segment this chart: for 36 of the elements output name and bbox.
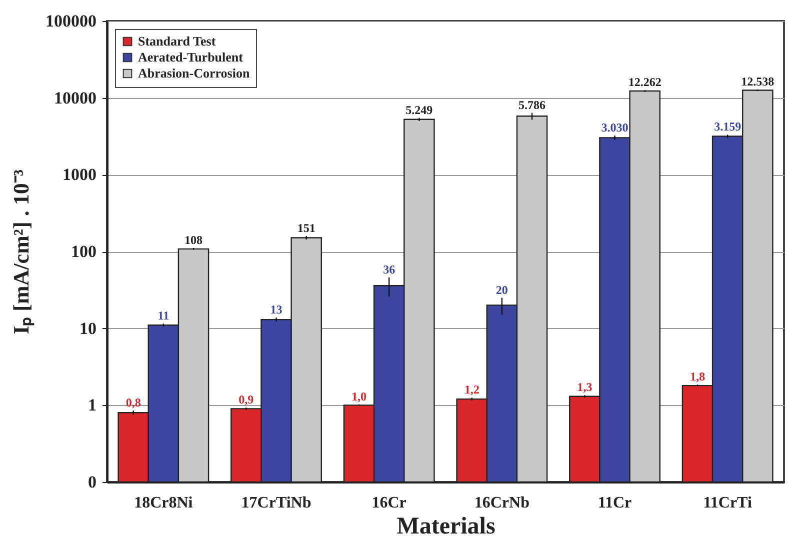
data-label: 11	[158, 308, 170, 323]
legend-label: Abrasion-Corrosion	[138, 66, 250, 80]
data-label: 3.159	[714, 120, 742, 134]
y-axis-title: Iₚ [mA/cm²] . 10⁻³	[8, 169, 34, 334]
data-label: 1,0	[351, 390, 366, 404]
y-tick-label: 10000	[54, 88, 96, 108]
data-label: 12.538	[741, 74, 774, 88]
x-tick-label: 16Cr	[372, 494, 406, 512]
x-tick-label: 16CrNb	[474, 494, 530, 512]
y-tick-label: 100	[71, 242, 96, 261]
y-tick-label: 1	[88, 396, 96, 415]
data-label: 13	[270, 302, 282, 317]
data-label: 3.030	[601, 120, 628, 135]
data-label: 1,2	[464, 382, 480, 397]
y-tick-label: 1000	[62, 165, 96, 184]
x-tick-label: 18Cr8Ni	[134, 494, 194, 512]
x-tick-label: 11Cr	[598, 494, 632, 512]
data-label: 36	[383, 262, 396, 276]
data-label: 5.249	[406, 102, 433, 117]
data-label: 151	[297, 221, 316, 236]
data-label: 0,8	[126, 396, 141, 410]
y-tick-label: 0	[88, 472, 96, 492]
data-label: 0,9	[238, 392, 254, 407]
data-label: 1,8	[690, 370, 705, 384]
y-tick-label: 10	[80, 318, 96, 338]
legend-label: Standard Test	[138, 34, 216, 48]
data-label: 5.786	[518, 98, 546, 112]
data-label: 12.262	[628, 75, 662, 90]
data-label: 1,3	[577, 380, 592, 394]
y-tick-label: 100000	[46, 12, 96, 30]
data-label: 108	[184, 233, 203, 248]
x-axis-title: Materials	[396, 514, 496, 540]
legend-label: Aerated-Turbulent	[138, 50, 244, 64]
x-tick-label: 17CrTiNb	[241, 494, 312, 512]
data-label: 20	[496, 282, 508, 297]
x-tick-label: 11CrTi	[703, 494, 752, 512]
